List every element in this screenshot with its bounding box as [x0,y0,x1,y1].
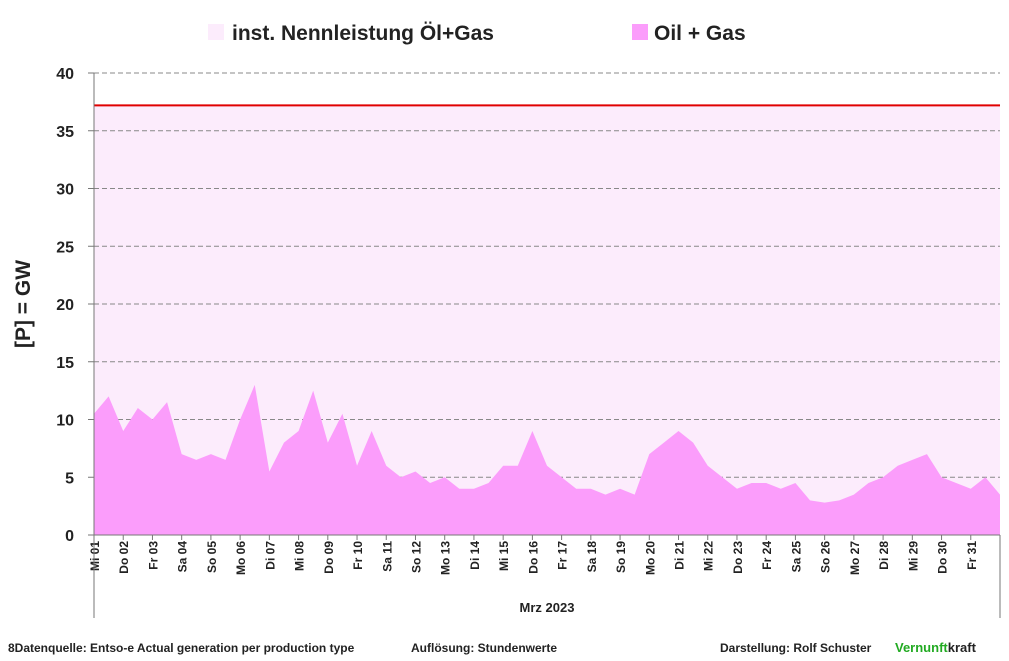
x-tick-label: Do 16 [526,541,540,574]
x-tick-label: Mi 15 [497,541,511,571]
x-tick-label: Mi 22 [702,541,716,571]
x-tick-label: Di 07 [263,541,277,570]
x-tick-label: So 12 [409,541,423,573]
x-tick-label: Fr 10 [351,541,365,570]
y-tick-label: 0 [65,528,74,545]
x-tick-label: Di 14 [468,541,482,570]
y-tick-label: 5 [65,470,74,487]
footer-source: 8Datenquelle: Entso-e Actual generation … [8,641,355,655]
x-tick-label: Sa 11 [380,541,394,572]
x-tick-label: Fr 31 [965,541,979,570]
legend-swatch-series [632,24,648,40]
y-tick-label: 25 [56,239,74,256]
x-tick-label: Mi 29 [906,541,920,571]
x-tick-label: Do 30 [936,541,950,574]
x-tick-label: Do 02 [117,541,131,574]
footer-author: Darstellung: Rolf Schuster [720,641,872,655]
legend-swatch-capacity [208,24,224,40]
x-tick-label: Sa 25 [789,541,803,573]
y-tick-label: 20 [56,297,74,314]
x-tick-label: Mi 01 [88,541,102,571]
legend-label: Oil + Gas [654,22,746,45]
x-tick-label: Mi 08 [293,541,307,571]
footer-resolution: Auflösung: Stundenwerte [411,641,557,655]
x-tick-label: Sa 18 [585,541,599,573]
x-axis-label: Mrz 2023 [520,600,575,615]
x-tick-label: Sa 04 [176,541,190,573]
x-tick-label: So 19 [614,541,628,573]
y-tick-label: 30 [56,182,74,199]
x-tick-label: Fr 24 [760,541,774,570]
y-axis-label: [P] = GW [12,260,35,348]
brand-b: kraft [948,640,977,655]
x-tick-label: Mo 13 [439,541,453,575]
brand-a: Vernunft [895,640,948,655]
x-tick-label: So 05 [205,541,219,573]
legend-label: inst. Nennleistung Öl+Gas [232,22,494,45]
x-tick-label: Mo 27 [848,541,862,575]
area [94,384,1000,535]
x-tick-label: Do 09 [322,541,336,574]
x-tick-label: Di 28 [877,541,891,570]
x-tick-label: Do 23 [731,541,745,574]
x-tick-label: Mo 06 [234,541,248,575]
y-tick-label: 35 [56,124,74,141]
x-tick-label: Di 21 [673,541,687,570]
y-tick-label: 10 [56,413,74,430]
y-tick-label: 40 [56,66,74,83]
x-tick-label: Fr 17 [556,541,570,570]
x-tick-label: Mo 20 [643,541,657,575]
x-tick-label: So 26 [819,541,833,573]
x-tick-label: Fr 03 [146,541,160,570]
footer-brand: Vernunftkraft [895,640,977,655]
y-tick-label: 15 [56,355,74,372]
